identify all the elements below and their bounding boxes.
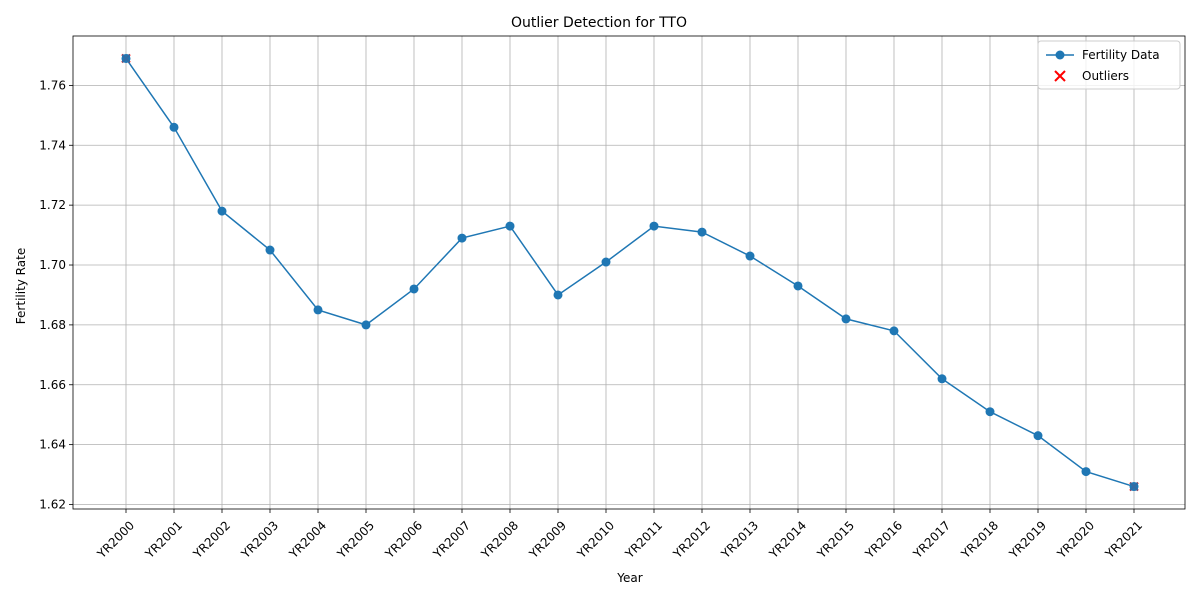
legend: Fertility Data Outliers [1037, 40, 1181, 90]
y-tick-label: 1.70 [39, 258, 66, 272]
x-tick-label: YR2015 [814, 518, 857, 561]
data-point [265, 245, 275, 255]
data-point [409, 284, 419, 294]
x-tick-label: YR2004 [286, 518, 329, 561]
x-tick-label: YR2009 [526, 518, 569, 561]
data-point [697, 227, 707, 237]
x-tick-label: YR2001 [142, 518, 185, 561]
y-tick-label: 1.66 [39, 378, 66, 392]
x-tick-label: YR2016 [862, 518, 905, 561]
data-point [985, 407, 995, 417]
grid [73, 36, 1185, 509]
x-tick-label: YR2010 [574, 518, 617, 561]
y-tick-label: 1.76 [39, 78, 66, 92]
data-point [793, 281, 803, 291]
data-point [601, 257, 611, 267]
legend-marker-outliers [1054, 70, 1066, 82]
x-tick-label: YR2008 [478, 518, 521, 561]
series-line [125, 58, 1135, 488]
plot-frame [72, 35, 1186, 510]
data-point [457, 233, 467, 243]
data-point [841, 314, 851, 324]
x-tick-label: YR2017 [910, 518, 953, 561]
legend-box [1037, 40, 1181, 90]
data-point [505, 221, 515, 231]
legend-label-fertility-data: Fertility Data [1082, 48, 1160, 62]
data-point [169, 122, 179, 132]
data-point [313, 305, 323, 315]
data-point [553, 290, 563, 300]
series-outliers [121, 53, 1139, 492]
y-tick-label: 1.68 [39, 318, 66, 332]
chart-title: Outlier Detection for TTO [511, 15, 687, 31]
x-tick-label: YR2011 [622, 518, 665, 561]
x-tick-label: YR2018 [958, 518, 1001, 561]
data-point [1033, 431, 1043, 441]
x-axis-label: Year [616, 571, 642, 585]
x-tick-label: YR2021 [1102, 518, 1145, 561]
x-tick-label: YR2020 [1054, 518, 1097, 561]
data-point [217, 206, 227, 216]
data-point [745, 251, 755, 261]
data-point [649, 221, 659, 231]
legend-marker-fertility-data [1055, 50, 1065, 60]
x-tick-label: YR2014 [766, 518, 809, 561]
y-tick-label: 1.62 [39, 498, 66, 512]
outlier-overlay [122, 54, 130, 63]
y-tick-label: 1.64 [39, 438, 66, 452]
data-point [937, 374, 947, 384]
x-tick-label: YR2002 [190, 518, 233, 561]
data-point [1081, 467, 1091, 477]
x-tick-label: YR2006 [382, 518, 425, 561]
series-fertility-data [121, 53, 1139, 492]
outlier-overlay [1130, 482, 1138, 491]
data-point [361, 320, 371, 330]
x-tick-label: YR2005 [334, 518, 377, 561]
y-tick-label: 1.72 [39, 198, 66, 212]
x-tick-label: YR2019 [1006, 518, 1049, 561]
x-tick-label: YR2000 [94, 518, 137, 561]
x-tick-label: YR2007 [430, 518, 473, 561]
legend-label-outliers: Outliers [1082, 69, 1129, 83]
x-tick-label: YR2012 [670, 518, 713, 561]
y-axis-label: Fertility Rate [14, 248, 28, 324]
axes: YR2000 YR2001 YR2002 YR2003 YR2004 YR2005 YR20… [39, 35, 1186, 562]
x-tick-label: YR2003 [238, 518, 281, 561]
y-tick-label: 1.74 [39, 138, 66, 152]
x-tick-label: YR2013 [718, 518, 761, 561]
data-point [889, 326, 899, 336]
